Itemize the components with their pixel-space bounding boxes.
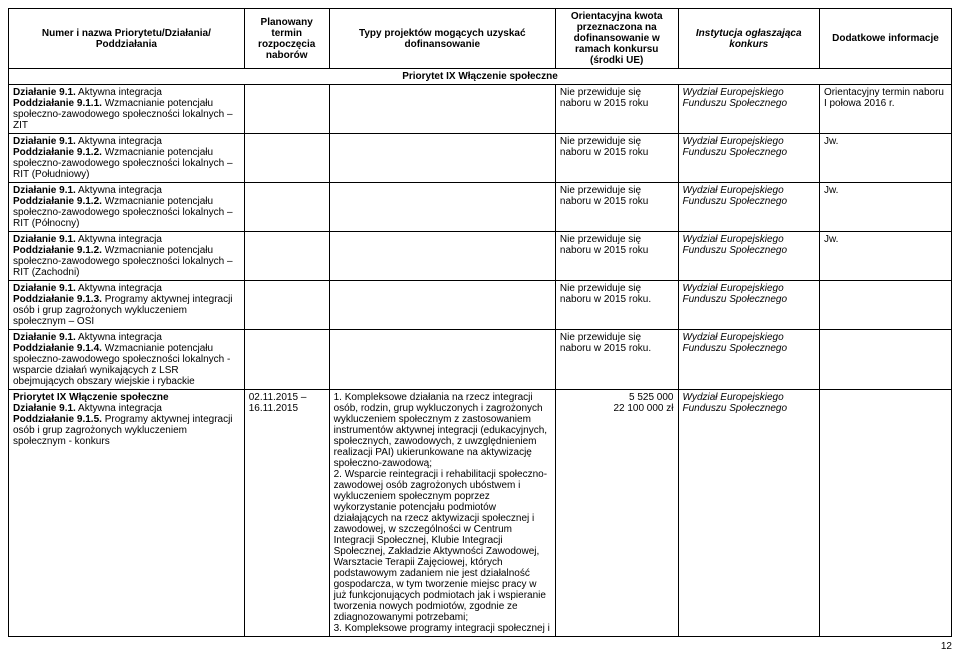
table-cell: Wydział Europejskiego Funduszu Społeczne… [678, 183, 819, 232]
name-cell: Działanie 9.1. Aktywna integracjaPoddzia… [9, 134, 245, 183]
name-cell: Priorytet IX Włączenie społeczneDziałani… [9, 390, 245, 637]
table-cell: Wydział Europejskiego Funduszu Społeczne… [678, 232, 819, 281]
header-col4: Orientacyjna kwota przeznaczona na dofin… [555, 9, 678, 69]
priority-title: Priorytet IX Włączenie społeczne [9, 69, 952, 85]
table-cell: 5 525 00022 100 000 zł [555, 390, 678, 637]
table-cell [329, 281, 555, 330]
table-cell [244, 232, 329, 281]
table-cell [329, 183, 555, 232]
table-cell [329, 330, 555, 390]
table-row: Działanie 9.1. Aktywna integracjaPoddzia… [9, 330, 952, 390]
table-cell [244, 134, 329, 183]
table-cell [244, 183, 329, 232]
table-row: Działanie 9.1. Aktywna integracjaPoddzia… [9, 281, 952, 330]
header-col3: Typy projektów mogących uzyskać dofinans… [329, 9, 555, 69]
name-cell: Działanie 9.1. Aktywna integracjaPoddzia… [9, 85, 245, 134]
header-col1: Numer i nazwa Priorytetu/Działania/ Podd… [9, 9, 245, 69]
table-cell: Jw. [819, 183, 951, 232]
table-cell [329, 85, 555, 134]
table-cell: 02.11.2015 – 16.11.2015 [244, 390, 329, 637]
table-cell: Orientacyjny termin naboru I połowa 2016… [819, 85, 951, 134]
table-row: Działanie 9.1. Aktywna integracjaPoddzia… [9, 134, 952, 183]
header-col2: Planowany termin rozpoczęcia naborów [244, 9, 329, 69]
header-row: Numer i nazwa Priorytetu/Działania/ Podd… [9, 9, 952, 69]
table-row: Działanie 9.1. Aktywna integracjaPoddzia… [9, 232, 952, 281]
name-cell: Działanie 9.1. Aktywna integracjaPoddzia… [9, 281, 245, 330]
main-table: Numer i nazwa Priorytetu/Działania/ Podd… [8, 8, 952, 637]
table-cell: Wydział Europejskiego Funduszu Społeczne… [678, 330, 819, 390]
table-cell [244, 330, 329, 390]
table-row: Działanie 9.1. Aktywna integracjaPoddzia… [9, 183, 952, 232]
priority-row: Priorytet IX Włączenie społeczne [9, 69, 952, 85]
table-cell [244, 85, 329, 134]
header-col6: Dodatkowe informacje [819, 9, 951, 69]
table-cell [329, 232, 555, 281]
table-cell: Nie przewiduje się naboru w 2015 roku [555, 134, 678, 183]
header-col5: Instytucja ogłaszająca konkurs [678, 9, 819, 69]
table-row: Priorytet IX Włączenie społeczneDziałani… [9, 390, 952, 637]
name-cell: Działanie 9.1. Aktywna integracjaPoddzia… [9, 330, 245, 390]
table-cell [244, 281, 329, 330]
name-cell: Działanie 9.1. Aktywna integracjaPoddzia… [9, 183, 245, 232]
table-cell: Nie przewiduje się naboru w 2015 roku [555, 232, 678, 281]
table-cell: Wydział Europejskiego Funduszu Społeczne… [678, 134, 819, 183]
table-cell: Nie przewiduje się naboru w 2015 roku [555, 85, 678, 134]
table-row: Działanie 9.1. Aktywna integracjaPoddzia… [9, 85, 952, 134]
table-cell [819, 281, 951, 330]
table-cell: Nie przewiduje się naboru w 2015 roku. [555, 281, 678, 330]
page-number: 12 [8, 641, 952, 652]
name-cell: Działanie 9.1. Aktywna integracjaPoddzia… [9, 232, 245, 281]
table-cell: Jw. [819, 232, 951, 281]
table-cell: Nie przewiduje się naboru w 2015 roku [555, 183, 678, 232]
table-cell: Wydział Europejskiego Funduszu Społeczne… [678, 390, 819, 637]
table-cell: Wydział Europejskiego Funduszu Społeczne… [678, 85, 819, 134]
table-cell [329, 134, 555, 183]
table-cell: Jw. [819, 134, 951, 183]
table-cell: Nie przewiduje się naboru w 2015 roku. [555, 330, 678, 390]
table-cell: 1. Kompleksowe działania na rzecz integr… [329, 390, 555, 637]
table-cell: Wydział Europejskiego Funduszu Społeczne… [678, 281, 819, 330]
table-cell [819, 390, 951, 637]
table-cell [819, 330, 951, 390]
